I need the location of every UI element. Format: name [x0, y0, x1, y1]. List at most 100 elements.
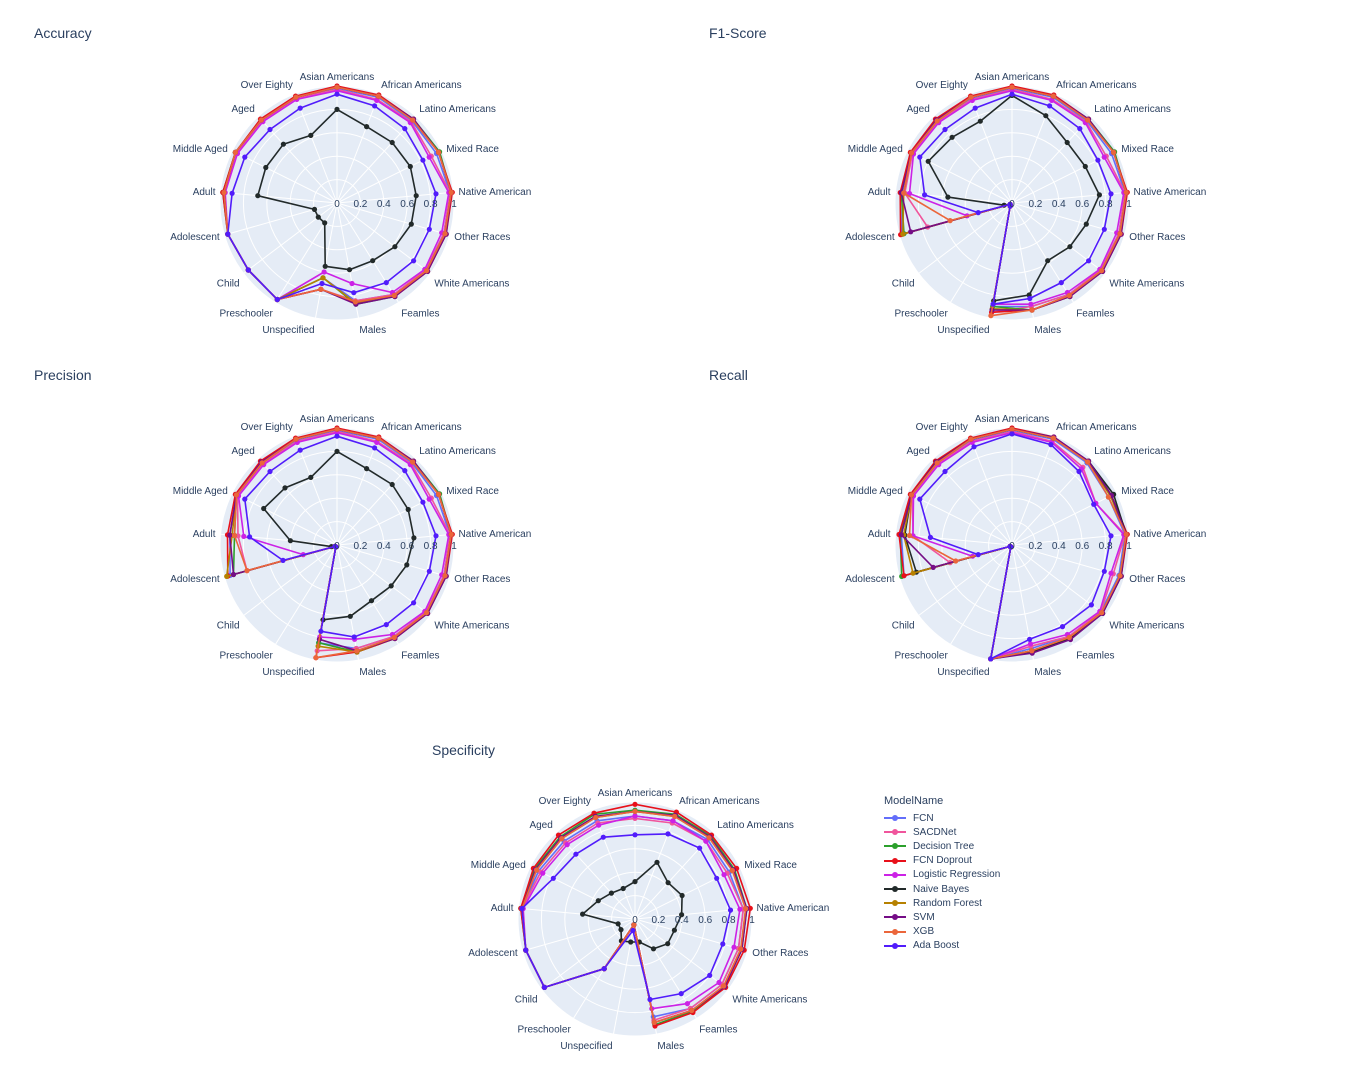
data-point-naive-bayes-feamles [1045, 258, 1051, 264]
data-point-naive-bayes-asian-americans [334, 106, 340, 112]
category-label-white-americans: White Americans [1109, 621, 1184, 632]
data-point-naive-bayes-over-eighty [977, 118, 983, 124]
category-label-african-americans: African Americans [381, 80, 462, 91]
data-point-xgb-asian-americans [334, 84, 340, 90]
radar-chart-accuracy: Accuracy 0 0.2 0.4 0.6 0.8 1 Asian Americans Afr… [34, 25, 531, 336]
data-point-xgb-aged [934, 460, 940, 466]
legend-item-sacdnet[interactable]: SACDNet [884, 825, 1000, 839]
series-line-xgb [233, 428, 453, 659]
data-point-ada-boost-latino-americans [402, 126, 408, 132]
data-point-logistic-regression-asian-americans [632, 813, 638, 819]
data-point-logistic-regression-over-eighty [596, 822, 602, 828]
data-point-random-forest-unspecified [320, 275, 326, 281]
legend-item-naive-bayes[interactable]: Naive Bayes [884, 882, 1000, 896]
radial-tick-label: 0.2 [353, 541, 367, 552]
category-label-over-eighty: Over Eighty [539, 796, 591, 807]
data-point-xgb-white-americans [1099, 268, 1105, 274]
data-point-naive-bayes-aged [282, 485, 288, 491]
legend-swatch-icon [884, 898, 906, 908]
legend-item-fcn[interactable]: FCN [884, 811, 1000, 825]
category-label-native-american: Native American [1134, 529, 1207, 540]
data-point-xgb-middle-aged [533, 867, 540, 873]
data-point-naive-bayes-native-american [1096, 192, 1102, 198]
category-label-over-eighty: Over Eighty [241, 80, 293, 91]
category-label-native-american: Native American [1134, 187, 1207, 198]
data-point-ada-boost-adult [927, 534, 934, 541]
data-point-ada-boost-over-eighty [971, 444, 977, 450]
data-point-ada-boost-african-americans [372, 103, 378, 109]
data-point-xgb-adolescent [953, 558, 959, 564]
angular-gridline [918, 544, 1013, 616]
radar-chart-specificity: Specificity 0 0.2 0.4 0.6 0.8 1 Asian Americans… [432, 742, 829, 1052]
data-point-xgb-males [1029, 307, 1035, 313]
category-label-adult: Adult [868, 187, 891, 198]
data-point-xgb-feamles [391, 292, 397, 299]
data-point-ada-boost-african-americans [372, 445, 378, 451]
radial-tick-label: 0.4 [377, 541, 391, 552]
data-point-naive-bayes-other-races [671, 927, 678, 933]
data-point-xgb-white-americans [424, 268, 430, 274]
category-label-asian-americans: Asian Americans [300, 414, 374, 425]
data-point-ada-boost-child [1007, 201, 1013, 207]
data-point-ada-boost-males [351, 290, 357, 296]
legend-item-decision-tree[interactable]: Decision Tree [884, 839, 1000, 853]
data-point-ada-boost-adolescent [975, 210, 981, 216]
radial-tick-label: 0.4 [377, 199, 391, 210]
data-point-naive-bayes-unspecified [628, 939, 634, 945]
data-point-xgb-native-american [448, 531, 454, 538]
radial-tick-label: 0.6 [1075, 199, 1089, 210]
category-label-white-americans: White Americans [434, 621, 509, 632]
data-point-xgb-feamles [391, 634, 397, 641]
data-point-ada-boost-adolescent [975, 552, 981, 558]
legend-item-logistic-regression[interactable]: Logistic Regression [884, 868, 1000, 882]
angular-gridline [518, 907, 636, 920]
category-label-adolescent: Adolescent [845, 232, 895, 243]
data-point-logistic-regression-african-americans [670, 818, 676, 824]
angular-gridline [530, 866, 636, 920]
data-point-xgb-feamles [689, 1007, 695, 1014]
legend-item-random-forest[interactable]: Random Forest [884, 896, 1000, 910]
data-point-ada-boost-unspecified [630, 927, 636, 934]
data-point-ada-boost-latino-americans [1076, 468, 1082, 475]
category-label-preschooler: Preschooler [219, 651, 273, 662]
angular-gridline [1011, 93, 1055, 204]
data-point-xgb-middle-aged [908, 150, 915, 156]
category-label-adolescent: Adolescent [170, 574, 220, 585]
angular-gridline [1011, 492, 1117, 546]
series-line-logistic-regression [224, 89, 450, 301]
category-label-middle-aged: Middle Aged [848, 144, 903, 155]
data-point-logistic-regression-males [1028, 301, 1034, 307]
data-point-svm-adolescent [908, 229, 914, 235]
data-point-xgb-adult [221, 189, 227, 196]
data-point-random-forest-adolescent [224, 573, 230, 580]
data-point-naive-bayes-mixed-race [405, 506, 411, 513]
data-point-naive-bayes-child [315, 214, 321, 220]
category-label-over-eighty: Over Eighty [916, 80, 968, 91]
category-label-mixed-race: Mixed Race [446, 486, 499, 497]
data-point-xgb-african-americans [375, 435, 381, 441]
angular-gridline [294, 93, 338, 204]
category-label-unspecified: Unspecified [937, 667, 989, 678]
angular-gridline [634, 918, 729, 990]
data-point-naive-bayes-asian-americans [334, 448, 340, 454]
category-label-native-american: Native American [459, 187, 532, 198]
data-point-xgb-unspecified [318, 286, 324, 292]
category-label-latino-americans: Latino Americans [1094, 104, 1171, 115]
angular-gridline [336, 116, 417, 204]
legend-item-xgb[interactable]: XGB [884, 925, 1000, 939]
data-point-xgb-native-american [448, 189, 454, 195]
series-ada-boost [225, 91, 439, 303]
legend-item-ada-boost[interactable]: Ada Boost [884, 939, 1000, 953]
data-point-xgb-unspecified [988, 313, 994, 319]
data-point-logistic-regression-middle-aged [540, 870, 546, 876]
data-point-ada-boost-mixed-race [420, 157, 426, 163]
series-line-ada-boost [521, 833, 732, 1001]
category-label-unspecified: Unspecified [262, 667, 314, 678]
category-label-mixed-race: Mixed Race [1121, 486, 1174, 497]
data-point-xgb-feamles [1066, 292, 1072, 299]
data-point-xgb-white-americans [721, 983, 727, 989]
category-label-african-americans: African Americans [381, 422, 462, 433]
legend-item-fcn-doprout[interactable]: FCN Doprout [884, 854, 1000, 868]
data-point-xgb-over-eighty [293, 94, 299, 100]
legend-item-svm[interactable]: SVM [884, 910, 1000, 924]
